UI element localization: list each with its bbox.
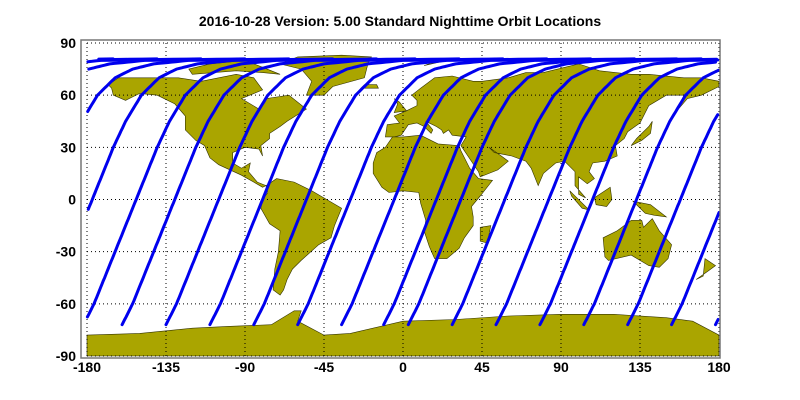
x-tick-label: -90	[235, 359, 255, 375]
orbit-track	[296, 57, 593, 327]
x-tick-label: 135	[628, 359, 652, 375]
x-tick-label: -135	[152, 359, 180, 375]
orbit-track	[382, 57, 679, 327]
orbit-track	[670, 211, 721, 327]
landmass-eurasia	[385, 63, 720, 199]
orbit-track	[340, 57, 636, 327]
orbit-track	[406, 57, 703, 327]
landmass-japan	[630, 121, 653, 146]
x-tick-label: 0	[399, 359, 407, 375]
orbit-track	[582, 68, 721, 327]
x-tick-label: -45	[314, 359, 334, 375]
map-title: 2016-10-28 Version: 5.00 Standard Nightt…	[199, 13, 601, 29]
landmass-africa	[372, 134, 494, 259]
x-tick-label: -180	[73, 359, 101, 375]
y-tick-label: -30	[56, 244, 76, 260]
y-tick-label: 0	[68, 192, 76, 208]
orbit-track	[85, 57, 378, 319]
orbit-track	[252, 57, 549, 327]
landmass-antarctica	[86, 310, 720, 357]
orbit-track	[120, 57, 417, 327]
orbit-track	[538, 60, 717, 327]
orbit-track	[450, 57, 719, 327]
landmass-borneo	[594, 186, 613, 207]
axis-ticks: -180 -135 -90 -45 0 45 90 135 180 90 60 30 0 -30 -60 -9…	[56, 35, 731, 375]
landmass-south-america	[260, 178, 342, 296]
orbit-track	[164, 57, 461, 327]
y-tick-label: 30	[60, 139, 76, 155]
y-tick-label: 60	[60, 87, 76, 103]
landmass-australia	[602, 218, 672, 268]
landmass-greenland	[279, 54, 372, 96]
orbit-tracks	[85, 57, 721, 327]
landmass-new-zealand	[696, 258, 717, 280]
grid-layer	[86, 42, 720, 357]
orbit-track	[494, 58, 720, 327]
orbit-track	[714, 318, 720, 327]
landmass-sumatra	[569, 190, 591, 211]
x-tick-label: 45	[474, 359, 490, 375]
y-tick-label: -60	[56, 296, 76, 312]
land-layer	[86, 54, 720, 357]
orbit-track	[626, 113, 720, 327]
y-tick-label: 90	[60, 35, 76, 51]
x-tick-label: 90	[553, 359, 569, 375]
orbit-track	[86, 57, 335, 211]
y-tick-label: -90	[56, 348, 76, 364]
plot-frame	[80, 39, 721, 359]
x-tick-label: 180	[707, 359, 731, 375]
landmass-north-america	[107, 73, 307, 188]
orbit-track	[208, 57, 505, 327]
landmass-new-guinea	[632, 200, 668, 218]
orbit-track	[86, 57, 291, 113]
